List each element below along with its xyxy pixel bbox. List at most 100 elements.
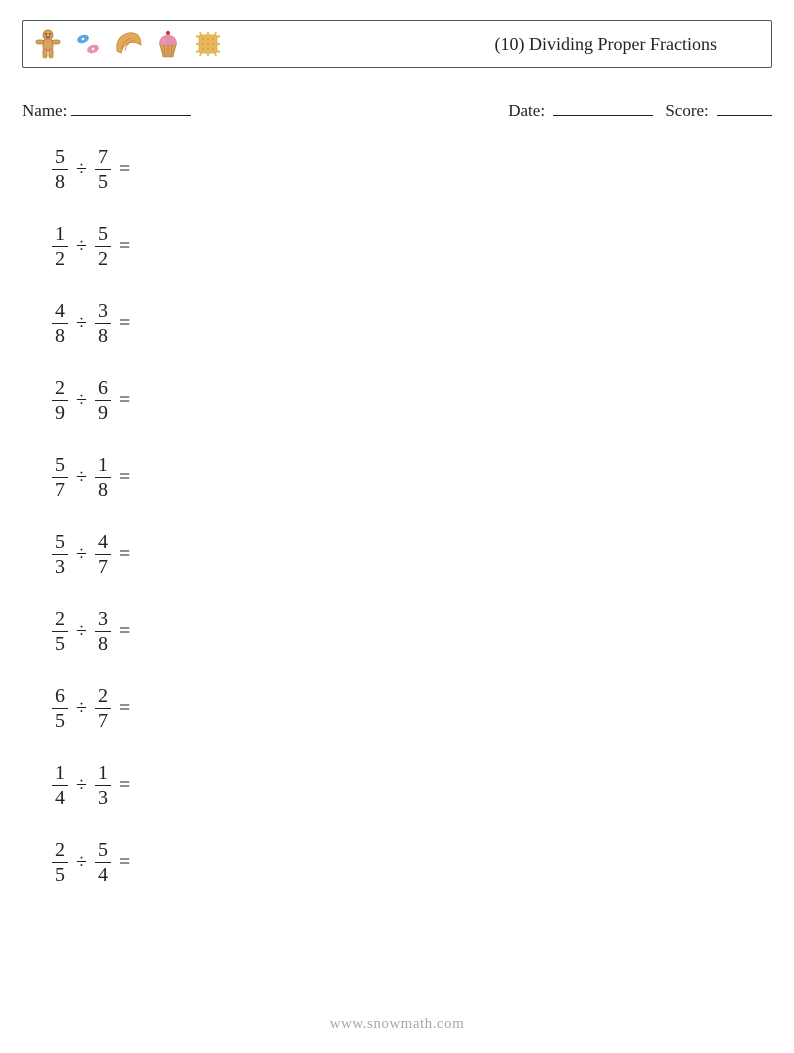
fraction-b: 38: [95, 301, 111, 346]
denominator: 4: [53, 786, 67, 808]
denominator: 5: [96, 170, 110, 192]
numerator: 5: [53, 455, 67, 477]
score-label: Score:: [665, 101, 708, 120]
header-box: (10) Dividing Proper Fractions: [22, 20, 772, 68]
division-sign: ÷: [76, 466, 87, 489]
equals-sign: =: [119, 851, 130, 874]
fraction-a: 58: [52, 147, 68, 192]
fraction-b: 54: [95, 840, 111, 885]
cupcake-icon: [151, 27, 185, 61]
fraction-a: 57: [52, 455, 68, 500]
denominator: 9: [96, 401, 110, 423]
numerator: 4: [53, 301, 67, 323]
division-sign: ÷: [76, 851, 87, 874]
numerator: 2: [53, 609, 67, 631]
numerator: 1: [96, 455, 110, 477]
fraction-a: 14: [52, 763, 68, 808]
numerator: 1: [53, 763, 67, 785]
fraction-a: 53: [52, 532, 68, 577]
denominator: 3: [53, 555, 67, 577]
fraction-a: 65: [52, 686, 68, 731]
denominator: 9: [53, 401, 67, 423]
division-sign: ÷: [76, 620, 87, 643]
numerator: 6: [53, 686, 67, 708]
division-sign: ÷: [76, 312, 87, 335]
equals-sign: =: [119, 158, 130, 181]
problem-row: 53 ÷ 47 =: [52, 532, 772, 577]
fraction-b: 52: [95, 224, 111, 269]
denominator: 5: [53, 863, 67, 885]
score-blank[interactable]: [717, 98, 772, 116]
problem-row: 29÷69=: [52, 378, 772, 423]
division-sign: ÷: [76, 158, 87, 181]
fraction-b: 69: [95, 378, 111, 423]
fraction-b: 13: [95, 763, 111, 808]
numerator: 5: [96, 840, 110, 862]
denominator: 5: [53, 709, 67, 731]
equals-sign: =: [119, 774, 130, 797]
division-sign: ÷: [76, 543, 87, 566]
numerator: 6: [96, 378, 110, 400]
equals-sign: =: [119, 235, 130, 258]
equals-sign: =: [119, 697, 130, 720]
problem-row: 65 ÷ 27 =: [52, 686, 772, 731]
numerator: 2: [53, 840, 67, 862]
numerator: 7: [96, 147, 110, 169]
denominator: 3: [96, 786, 110, 808]
croissant-icon: [111, 27, 145, 61]
equals-sign: =: [119, 466, 130, 489]
fraction-a: 25: [52, 840, 68, 885]
footer-url: www.snowmath.com: [0, 1016, 794, 1033]
division-sign: ÷: [76, 235, 87, 258]
denominator: 8: [96, 324, 110, 346]
problem-row: 48÷38=: [52, 301, 772, 346]
worksheet-page: (10) Dividing Proper Fractions Name: Dat…: [0, 0, 794, 885]
denominator: 7: [96, 709, 110, 731]
division-sign: ÷: [76, 774, 87, 797]
gingerbread-icon: [31, 27, 65, 61]
denominator: 4: [96, 863, 110, 885]
equals-sign: =: [119, 543, 130, 566]
denominator: 7: [96, 555, 110, 577]
problem-row: 12÷52=: [52, 224, 772, 269]
numerator: 5: [53, 532, 67, 554]
info-line: Name: Date: Score:: [22, 98, 772, 121]
fraction-b: 18: [95, 455, 111, 500]
denominator: 8: [96, 632, 110, 654]
worksheet-title: (10) Dividing Proper Fractions: [495, 34, 717, 55]
numerator: 2: [53, 378, 67, 400]
header-icons: [31, 27, 225, 61]
fraction-b: 47: [95, 532, 111, 577]
name-label: Name:: [22, 101, 67, 121]
fraction-a: 29: [52, 378, 68, 423]
problem-row: 25÷38=: [52, 609, 772, 654]
fraction-b: 27: [95, 686, 111, 731]
fraction-a: 25: [52, 609, 68, 654]
equals-sign: =: [119, 389, 130, 412]
division-sign: ÷: [76, 389, 87, 412]
fraction-a: 48: [52, 301, 68, 346]
denominator: 8: [53, 170, 67, 192]
denominator: 7: [53, 478, 67, 500]
equals-sign: =: [119, 620, 130, 643]
numerator: 2: [96, 686, 110, 708]
numerator: 1: [96, 763, 110, 785]
problem-row: 58÷75=: [52, 147, 772, 192]
date-label: Date:: [508, 101, 545, 120]
division-sign: ÷: [76, 697, 87, 720]
problems-list: 58÷75=12÷52=48÷38=29÷69=57÷18=53÷47=25÷3…: [22, 143, 772, 885]
fraction-a: 12: [52, 224, 68, 269]
date-blank[interactable]: [553, 98, 653, 116]
cracker-icon: [191, 27, 225, 61]
denominator: 2: [96, 247, 110, 269]
name-blank[interactable]: [71, 98, 191, 116]
problem-row: 25÷54=: [52, 840, 772, 885]
equals-sign: =: [119, 312, 130, 335]
denominator: 8: [96, 478, 110, 500]
candies-icon: [71, 27, 105, 61]
numerator: 1: [53, 224, 67, 246]
numerator: 5: [53, 147, 67, 169]
denominator: 5: [53, 632, 67, 654]
numerator: 5: [96, 224, 110, 246]
denominator: 2: [53, 247, 67, 269]
